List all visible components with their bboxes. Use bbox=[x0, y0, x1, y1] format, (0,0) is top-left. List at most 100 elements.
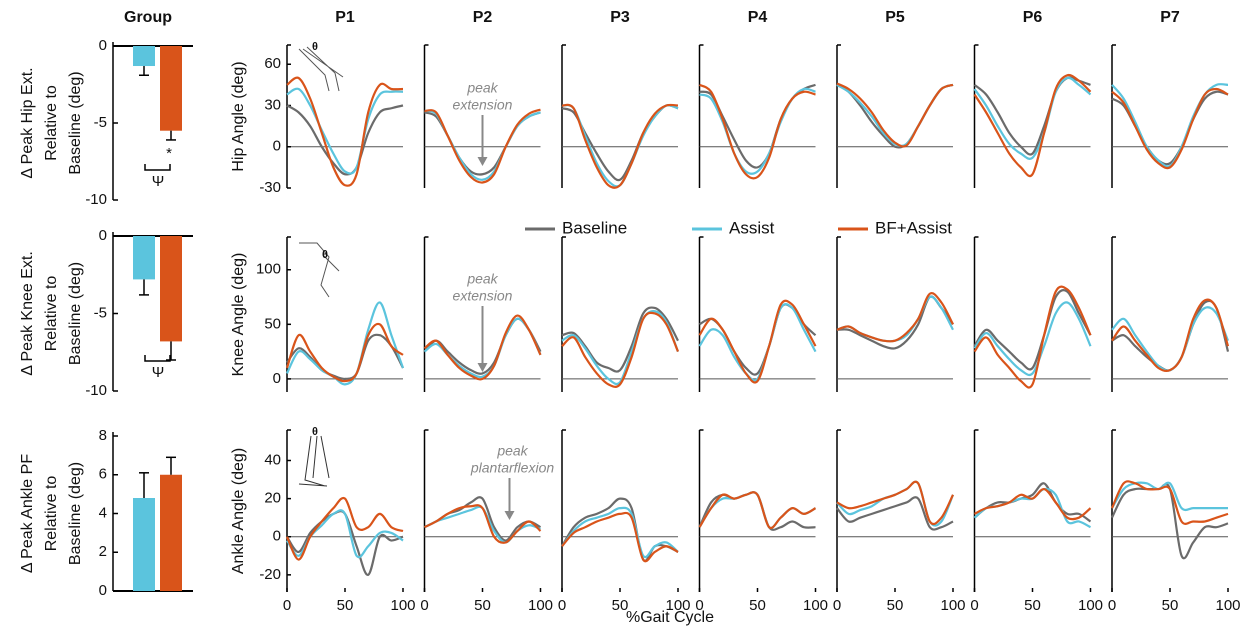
legend-label: Assist bbox=[729, 218, 775, 237]
significance-bracket bbox=[144, 164, 171, 171]
y-axis-label: Δ Peak Ankle PF bbox=[19, 454, 36, 573]
x-tick-label: 0 bbox=[695, 597, 703, 614]
series-line bbox=[698, 303, 817, 382]
panel-title: P7 bbox=[1160, 9, 1180, 26]
y-tick-label: 0 bbox=[99, 582, 107, 599]
annotation: peak bbox=[466, 80, 498, 96]
panel-title: P6 bbox=[1023, 9, 1043, 26]
y-tick-label: -30 bbox=[259, 179, 281, 196]
legend-label: Baseline bbox=[562, 218, 627, 237]
icon-label: θ bbox=[312, 426, 318, 438]
annotation-arrowhead bbox=[477, 157, 488, 166]
y-tick-label: 0 bbox=[273, 138, 281, 155]
panel-title: P5 bbox=[885, 9, 905, 26]
y-tick-label: 30 bbox=[264, 96, 281, 113]
leg-icon bbox=[298, 435, 330, 487]
panel-title: Group bbox=[124, 9, 172, 26]
y-tick-label: 0 bbox=[273, 528, 281, 545]
series-line bbox=[698, 83, 816, 180]
panel-title: P3 bbox=[610, 9, 630, 26]
y-tick-label: -20 bbox=[259, 566, 281, 583]
annotation-arrowhead bbox=[477, 363, 488, 372]
y-tick-label: 20 bbox=[264, 490, 281, 507]
y-tick-label: 60 bbox=[264, 55, 281, 72]
x-tick-label: 50 bbox=[749, 597, 766, 614]
series-line bbox=[561, 511, 679, 563]
y-tick-label: 50 bbox=[264, 315, 281, 332]
series-line bbox=[561, 310, 680, 386]
y-tick-label: 0 bbox=[99, 37, 107, 54]
bar bbox=[160, 236, 182, 342]
series-line bbox=[836, 292, 954, 343]
series-line bbox=[286, 333, 404, 381]
series-line bbox=[1111, 481, 1228, 512]
y-tick-label: 0 bbox=[273, 370, 281, 387]
legend-label: BF+Assist bbox=[875, 218, 952, 237]
series-line bbox=[698, 491, 817, 530]
y-tick-label: -5 bbox=[94, 114, 107, 131]
series-line bbox=[561, 306, 679, 373]
x-tick-label: 50 bbox=[1162, 597, 1179, 614]
x-tick-label: 0 bbox=[558, 597, 566, 614]
x-axis-label: %Gait Cycle bbox=[626, 609, 714, 626]
significance-marker: Ψ bbox=[152, 364, 165, 381]
x-tick-label: 0 bbox=[420, 597, 428, 614]
y-axis-label: Relative to bbox=[43, 476, 60, 552]
series-line bbox=[836, 295, 954, 343]
series-line bbox=[698, 299, 817, 384]
annotation-arrowhead bbox=[504, 511, 515, 520]
series-line bbox=[973, 487, 1092, 521]
x-tick-label: 100 bbox=[1215, 597, 1240, 614]
series-line bbox=[1111, 83, 1229, 168]
panel-title: P4 bbox=[748, 9, 768, 26]
x-tick-label: 100 bbox=[1078, 597, 1103, 614]
series-line bbox=[286, 104, 404, 176]
y-tick-label: 6 bbox=[99, 466, 107, 483]
y-axis-label: Δ Peak Knee Ext. bbox=[19, 251, 36, 376]
x-tick-label: 50 bbox=[474, 597, 491, 614]
significance-bracket bbox=[144, 355, 171, 362]
series-line bbox=[973, 285, 1092, 389]
x-tick-label: 100 bbox=[803, 597, 828, 614]
icon-label: θ bbox=[312, 41, 318, 53]
x-tick-label: 50 bbox=[1024, 597, 1041, 614]
significance-marker: * bbox=[166, 145, 172, 162]
series-line bbox=[836, 480, 954, 526]
icon-label: θ bbox=[322, 249, 328, 261]
series-line bbox=[286, 76, 404, 187]
series-line bbox=[561, 104, 679, 188]
series-line bbox=[973, 289, 1092, 371]
bar bbox=[160, 46, 182, 131]
series-line bbox=[973, 301, 1092, 377]
series-line bbox=[1110, 480, 1229, 525]
bar bbox=[160, 474, 182, 591]
y-axis-label: Relative to bbox=[43, 85, 60, 161]
leg-icon bbox=[299, 242, 340, 298]
series-line bbox=[699, 83, 816, 169]
y-tick-label: 2 bbox=[99, 543, 107, 560]
annotation: peak bbox=[466, 271, 498, 287]
series-line bbox=[1111, 298, 1230, 373]
x-tick-label: 100 bbox=[665, 597, 690, 614]
y-tick-label: 8 bbox=[99, 427, 107, 444]
series-line bbox=[424, 504, 542, 544]
y-tick-label: 0 bbox=[99, 227, 107, 244]
x-tick-label: 50 bbox=[887, 597, 904, 614]
bar bbox=[133, 236, 155, 280]
series-line bbox=[423, 314, 542, 381]
significance-marker: Ψ bbox=[152, 173, 165, 190]
y-tick-label: -5 bbox=[94, 304, 107, 321]
series-line bbox=[1111, 483, 1229, 560]
y-tick-label: 100 bbox=[256, 261, 281, 278]
series-line bbox=[561, 311, 680, 388]
x-tick-label: 50 bbox=[612, 597, 629, 614]
leg-icon bbox=[298, 46, 344, 92]
series-line bbox=[973, 482, 1092, 523]
bar bbox=[133, 498, 155, 591]
y-axis-label: Hip Angle (deg) bbox=[230, 61, 247, 171]
bar bbox=[133, 46, 155, 67]
series-line bbox=[286, 87, 404, 175]
x-tick-label: 0 bbox=[283, 597, 291, 614]
series-line bbox=[424, 108, 541, 184]
